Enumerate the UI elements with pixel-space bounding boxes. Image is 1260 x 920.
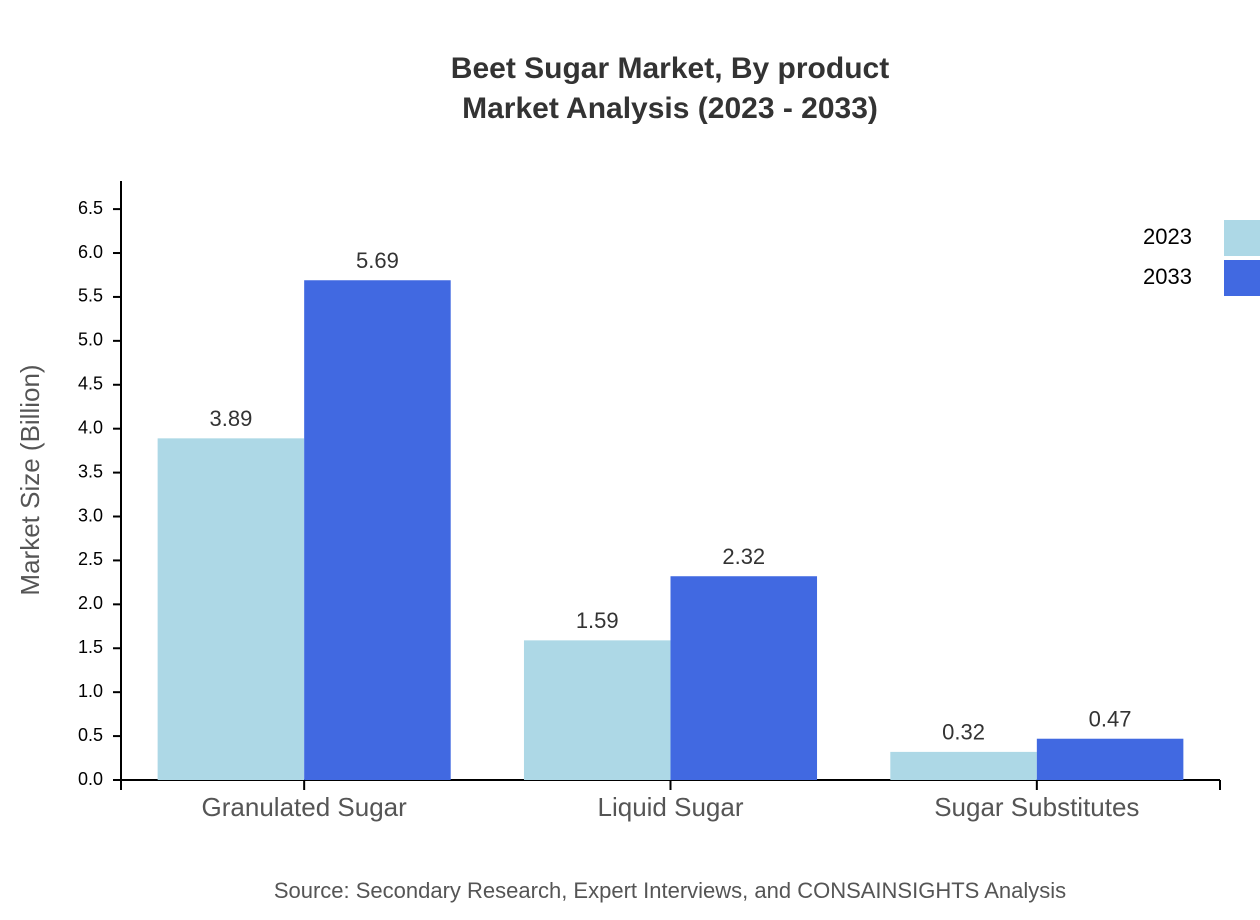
bar	[304, 280, 451, 780]
x-tick-label: Sugar Substitutes	[934, 792, 1139, 822]
y-tick-label: 2.0	[78, 593, 103, 613]
y-tick-label: 3.0	[78, 505, 103, 525]
source-note: Source: Secondary Research, Expert Inter…	[274, 878, 1066, 903]
chart-subtitle: Market Analysis (2023 - 2033)	[462, 92, 878, 125]
y-tick-label: 5.5	[78, 286, 103, 306]
bar	[670, 576, 818, 780]
legend-label: 2033	[1143, 264, 1192, 289]
bar	[523, 640, 671, 780]
y-tick-label: 1.0	[78, 681, 103, 701]
y-tick-label: 0.0	[78, 769, 103, 789]
value-label: 0.47	[1089, 707, 1132, 732]
bar	[890, 751, 1037, 780]
y-tick-label: 2.5	[78, 549, 103, 569]
legend-swatch	[1224, 220, 1260, 256]
value-label: 2.32	[722, 544, 765, 569]
y-tick-label: 3.5	[78, 461, 103, 481]
bar	[1036, 738, 1184, 780]
y-tick-label: 4.5	[78, 374, 103, 394]
y-tick-label: 4.0	[78, 417, 103, 437]
bar	[157, 438, 305, 780]
y-tick-label: 0.5	[78, 725, 103, 745]
x-tick-label: Granulated Sugar	[202, 792, 408, 822]
value-label: 0.32	[942, 720, 985, 745]
value-label: 3.89	[209, 406, 252, 431]
value-label: 5.69	[356, 248, 399, 273]
chart-title: Beet Sugar Market, By product	[451, 52, 889, 85]
value-label: 1.59	[576, 608, 619, 633]
y-tick-label: 6.0	[78, 242, 103, 262]
y-tick-label: 6.5	[78, 198, 103, 218]
x-tick-label: Liquid Sugar	[598, 792, 744, 822]
legend-swatch	[1224, 260, 1260, 296]
y-axis-label: Market Size (Billion)	[15, 364, 45, 595]
y-tick-label: 5.0	[78, 330, 103, 350]
y-tick-label: 1.5	[78, 637, 103, 657]
legend-label: 2023	[1143, 224, 1192, 249]
